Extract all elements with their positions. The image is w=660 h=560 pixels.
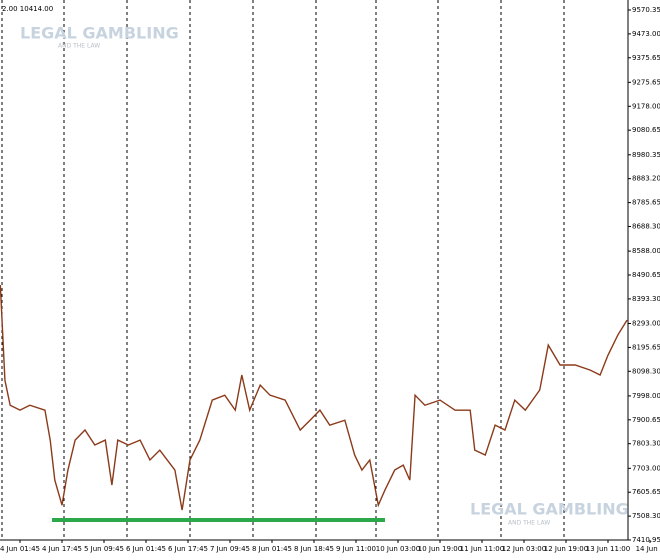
y-tick-label: 7900.65 [632,416,660,424]
y-tick-label: 9080.65 [632,126,660,134]
x-tick-label: 8 Jun 01:45 [252,545,292,553]
y-tick-label: 8098.30 [632,367,660,375]
x-tick-label: 7 Jun 09:45 [210,545,250,553]
y-tick-label: 7605.65 [632,488,660,496]
x-tick-label: 10 Jun 03:00 [376,545,420,553]
x-tick-label: 6 Jun 17:45 [168,545,208,553]
y-tick-label: 9570.35 [632,6,660,14]
y-tick-label: 8980.35 [632,151,660,159]
price-line [0,284,628,511]
x-tick-label: 6 Jun 01:45 [126,545,166,553]
y-tick-label: 8490.65 [632,271,660,279]
y-tick-label: 7703.00 [632,464,660,472]
y-tick-label: 8588.00 [632,247,660,255]
y-tick-label: 8195.65 [632,343,660,351]
x-tick-label: 8 Jun 18:45 [294,545,334,553]
x-tick-label: 12 Jun 03:00 [502,545,546,553]
x-tick-label: 4 Jun 17:45 [42,545,82,553]
x-tick-label: 14 Jun 0 [636,545,660,553]
y-tick-label: 7803.30 [632,440,660,448]
y-tick-label: 9178.00 [632,102,660,110]
y-tick-label: 8688.30 [632,222,660,230]
y-tick-label: 9473.00 [632,30,660,38]
watermark-subtitle: AND THE LAW [508,520,550,527]
y-tick-label: 7998.00 [632,392,660,400]
watermark-subtitle: AND THE LAW [58,43,100,50]
y-tick-label: 7410.95 [632,536,660,544]
day-separators [1,0,565,540]
x-tick-label: 10 Jun 19:00 [418,545,462,553]
info-label: 2.00 10414.00 [2,5,53,13]
x-tick-label: 9 Jun 11:00 [336,545,376,553]
y-tick-label: 8393.30 [632,295,660,303]
y-tick-label: 7508.30 [632,512,660,520]
watermark-title: LEGAL GAMBLING [470,500,629,519]
x-tick-label: 12 Jun 19:00 [544,545,588,553]
y-tick-label: 8293.00 [632,320,660,328]
y-tick-label: 9375.65 [632,54,660,62]
x-tick-label: 5 Jun 09:45 [84,545,124,553]
x-tick-label: 4 Jun 01:45 [0,545,40,553]
watermark-title: LEGAL GAMBLING [20,24,179,43]
x-tick-label: 13 Jun 11:00 [586,545,630,553]
y-tick-label: 8785.65 [632,199,660,207]
y-tick-label: 9275.65 [632,78,660,86]
x-tick-label: 11 Jun 11:00 [460,545,504,553]
y-tick-label: 8883.20 [632,175,660,183]
